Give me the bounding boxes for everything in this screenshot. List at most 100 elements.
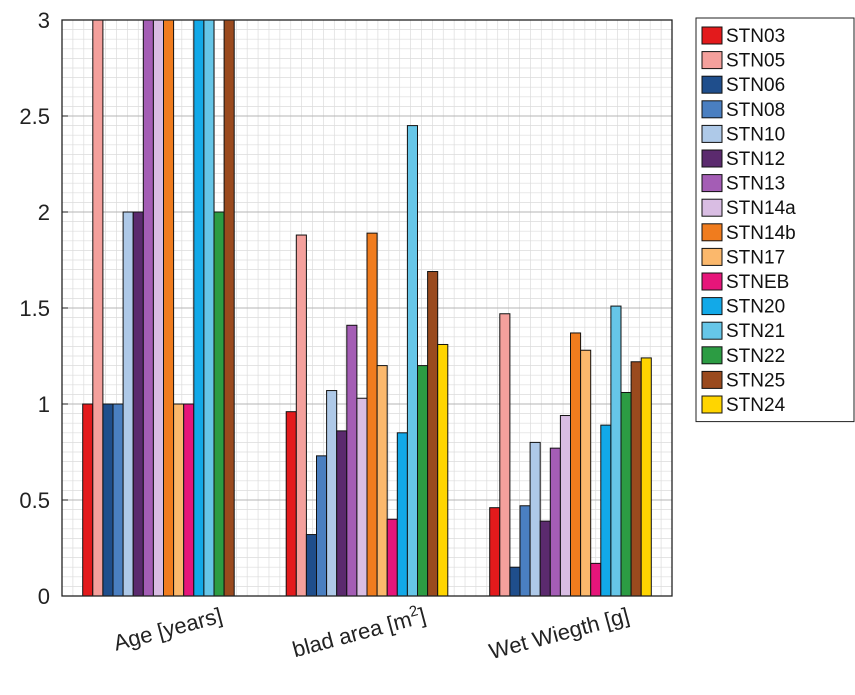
legend-swatch [701, 346, 723, 365]
legend-label: STN03 [726, 26, 785, 47]
legend-item-stn12: STN12 [701, 149, 785, 170]
legend-swatch [701, 75, 723, 94]
bar-stn14a-2 [559, 415, 572, 597]
legend-item-stn05: STN05 [701, 51, 785, 72]
legend-label: STN24 [726, 395, 786, 416]
legend-swatch [701, 247, 723, 266]
y-tick-label: 3 [38, 8, 50, 33]
legend-item-stn25: STN25 [701, 370, 785, 391]
bar-stn21-1 [406, 125, 418, 597]
y-tick-label: 2 [38, 200, 50, 225]
y-tick-label: 2.5 [19, 104, 50, 129]
bar-stn20-1 [396, 432, 408, 597]
bar-stn06-1 [305, 534, 317, 597]
legend-item-stn20: STN20 [701, 297, 785, 318]
legend-label: STN17 [726, 247, 785, 268]
bar-stn12-1 [336, 430, 348, 597]
legend-label: STN21 [726, 321, 785, 342]
legend-label: STN14b [726, 223, 796, 244]
bar-stn20-2 [600, 424, 612, 597]
y-tick-label: 0 [38, 584, 50, 609]
legend-swatch [701, 174, 723, 193]
bar-stn13-1 [346, 324, 358, 597]
legend-label: STNEB [726, 272, 789, 293]
legend-item-stn14a: STN14a [701, 198, 796, 219]
legend-swatch [701, 297, 723, 316]
bars [82, 19, 652, 597]
bar-stn10-2 [529, 441, 541, 597]
legend-swatch [701, 51, 723, 70]
bar-stn03-1 [285, 411, 297, 597]
bar-stn21-0 [203, 19, 215, 597]
bar-stn06-2 [509, 566, 521, 597]
bar-stn05-1 [295, 234, 307, 597]
legend-item-stn22: STN22 [701, 346, 785, 367]
y-tick-label: 0.5 [19, 488, 50, 513]
legend-item-stneb: STNEB [701, 272, 789, 293]
legend-label: STN12 [726, 149, 785, 170]
legend-item-stn08: STN08 [701, 100, 785, 121]
legend-item-stn21: STN21 [701, 321, 785, 342]
bar-stn17-0 [173, 403, 185, 597]
bar-stneb-0 [183, 403, 195, 597]
legend-swatch [701, 198, 723, 217]
legend-label: STN05 [726, 51, 785, 72]
bar-stn10-0 [122, 211, 134, 597]
legend: STN03 STN05 STN06 STN08 STN10 STN12 STN13 STN14… [695, 17, 855, 423]
legend-swatch [701, 272, 723, 291]
legend-label: STN22 [726, 346, 785, 367]
legend-swatch [701, 124, 723, 143]
legend-swatch [701, 223, 723, 242]
bar-stn25-1 [427, 271, 439, 597]
legend-item-stn06: STN06 [701, 75, 785, 96]
bar-stn22-0 [213, 211, 225, 597]
legend-item-stn24: STN24 [701, 395, 786, 416]
bar-stn25-2 [630, 361, 642, 597]
legend-item-stn10: STN10 [701, 124, 785, 145]
legend-label: STN06 [726, 75, 785, 96]
bar-stn14a-1 [356, 397, 368, 597]
bar-stn12-2 [539, 520, 551, 597]
bar-stn20-0 [193, 19, 205, 597]
bar-stn24-1 [437, 343, 449, 597]
legend-swatch [701, 26, 723, 45]
legend-label: STN14a [726, 198, 796, 219]
y-tick-label: 1.5 [19, 296, 50, 321]
bar-stn21-2 [610, 305, 622, 597]
bar-stn08-0 [112, 403, 124, 597]
bar-stn10-1 [326, 390, 338, 597]
bar-stn08-1 [316, 455, 328, 597]
bar-stn05-2 [499, 313, 511, 597]
legend-label: STN25 [726, 370, 785, 391]
bar-stn05-0 [92, 19, 104, 597]
legend-item-stn14b: STN14b [701, 223, 796, 244]
legend-label: STN10 [726, 124, 785, 145]
bar-stn12-0 [132, 211, 144, 597]
bar-stn14b-2 [570, 332, 582, 597]
bar-stn03-2 [489, 507, 501, 597]
bar-stn17-2 [580, 349, 592, 597]
legend-swatch [701, 370, 723, 389]
legend-swatch [701, 395, 723, 414]
bar-stn22-1 [417, 365, 429, 597]
legend-item-stn13: STN13 [701, 174, 785, 195]
y-axis-ticks: 0 0.5 1 1.5 2 2.5 3 [19, 8, 68, 609]
legend-swatch [701, 149, 723, 168]
legend-item-stn17: STN17 [701, 247, 785, 268]
bar-stn25-0 [223, 19, 235, 597]
bar-stn24-2 [640, 357, 652, 597]
bar-stn06-0 [102, 403, 114, 597]
bar-stneb-1 [386, 518, 398, 597]
legend-swatch [701, 100, 723, 119]
bar-stn14b-0 [163, 19, 175, 597]
bar-stn14a-0 [152, 19, 164, 597]
bar-stn13-2 [549, 447, 561, 597]
legend-item-stn03: STN03 [701, 26, 785, 47]
bar-stn13-0 [142, 19, 154, 597]
legend-swatch [701, 321, 723, 340]
legend-label: STN13 [726, 174, 785, 195]
bar-stn17-1 [376, 365, 388, 597]
legend-label: STN08 [726, 100, 785, 121]
y-tick-label: 1 [38, 392, 50, 417]
